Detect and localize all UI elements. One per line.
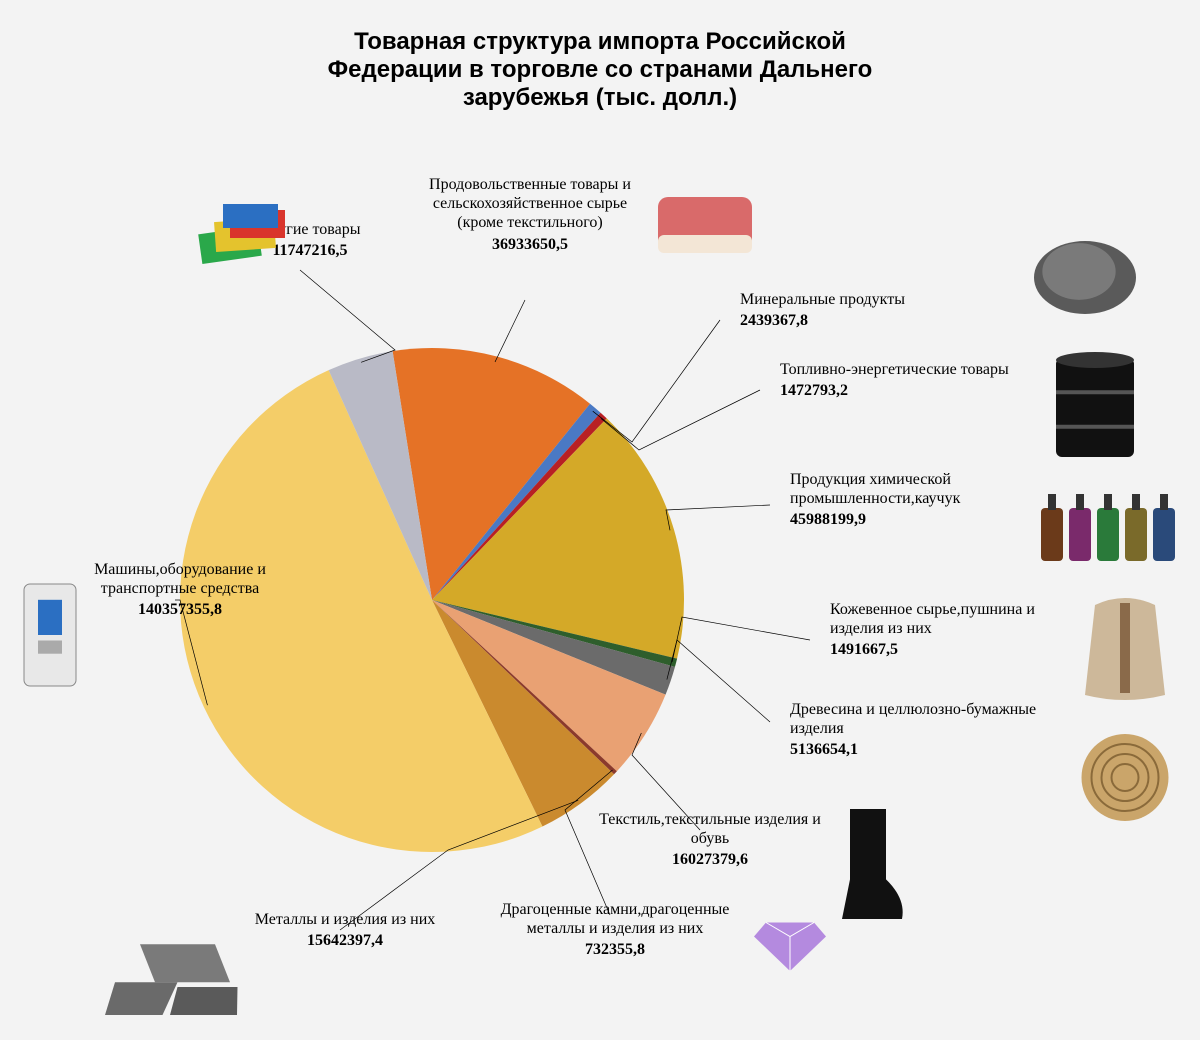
label-value: 1491667,5 (830, 640, 1070, 659)
label-value: 5136654,1 (790, 740, 1060, 759)
label-value: 45988199,9 (790, 510, 1050, 529)
label-name: Машины,оборудование и транспортные средс… (60, 560, 300, 598)
label-chem: Продукция химической промышленности,кауч… (790, 470, 1050, 530)
leader-fuel (601, 390, 760, 450)
boot-icon (830, 805, 910, 925)
label-name: Продовольственные товары и сельскохозяйс… (415, 175, 645, 233)
leader-food (495, 300, 525, 362)
label-name: Продукция химической промышленности,кауч… (790, 470, 1050, 508)
rock-icon (1030, 235, 1140, 320)
leader-other (300, 270, 395, 362)
label-value: 15642397,4 (230, 931, 460, 950)
label-machines: Машины,оборудование и транспортные средс… (60, 560, 300, 620)
label-name: Текстиль,текстильные изделия и обувь (595, 810, 825, 848)
label-mineral: Минеральные продукты 2439367,8 (740, 290, 980, 330)
label-name: Кожевенное сырье,пушнина и изделия из ни… (830, 600, 1070, 638)
bottles-icon (1035, 490, 1180, 565)
label-value: 140357355,8 (60, 600, 300, 619)
label-name: Древесина и целлюлозно-бумажные изделия (790, 700, 1060, 738)
label-name: Минеральные продукты (740, 290, 980, 309)
cloth-icon (195, 200, 291, 270)
label-name: Металлы и изделия из них (230, 910, 460, 929)
metal-icon (95, 930, 245, 1025)
label-value: 36933650,5 (415, 235, 645, 254)
label-value: 732355,8 (500, 940, 730, 959)
leader-leather (672, 617, 810, 662)
label-value: 16027379,6 (595, 850, 825, 869)
log-icon (1075, 730, 1175, 825)
label-value: 1472793,2 (780, 381, 1040, 400)
label-leather: Кожевенное сырье,пушнина и изделия из ни… (830, 600, 1070, 660)
leader-chem (666, 505, 770, 530)
leader-mineral (593, 320, 720, 442)
label-gems: Драгоценные камни,драгоценные металлы и … (500, 900, 730, 960)
label-textile: Текстиль,текстильные изделия и обувь 1602… (595, 810, 825, 870)
meat-icon (650, 185, 760, 265)
label-wood: Древесина и целлюлозно-бумажные изделия 5… (790, 700, 1060, 760)
fur-icon (1075, 595, 1175, 705)
label-metals: Металлы и изделия из них 15642397,4 (230, 910, 460, 950)
label-value: 2439367,8 (740, 311, 980, 330)
label-food: Продовольственные товары и сельскохозяйс… (415, 175, 645, 254)
label-fuel: Топливно-энергетические товары 1472793,2 (780, 360, 1040, 400)
label-name: Драгоценные камни,драгоценные металлы и … (500, 900, 730, 938)
leader-wood (667, 640, 770, 722)
gem-icon (750, 905, 830, 975)
barrel-icon (1050, 350, 1140, 465)
label-name: Топливно-энергетические товары (780, 360, 1040, 379)
switch-icon (20, 580, 80, 690)
